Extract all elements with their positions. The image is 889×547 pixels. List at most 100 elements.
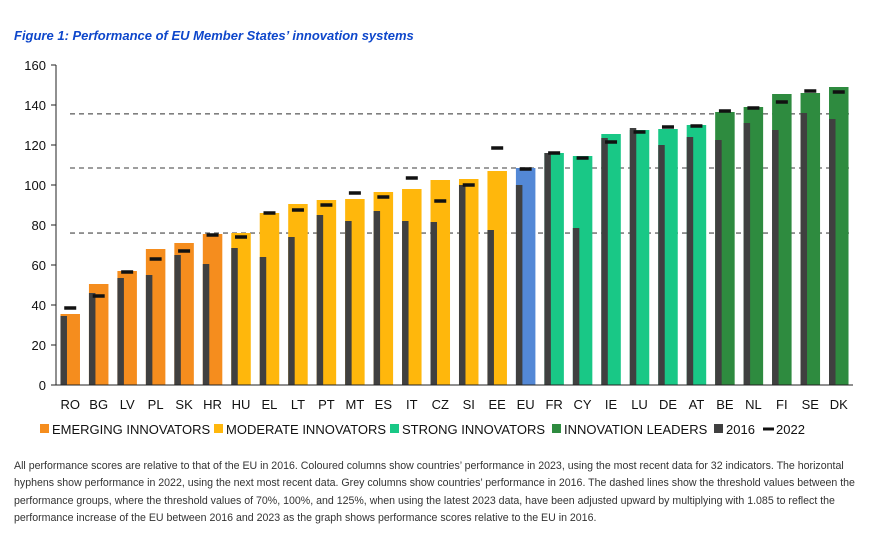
bar-2016-MT: [345, 221, 352, 385]
marker-2022-FI: [775, 100, 788, 104]
x-tick-ES: ES: [375, 397, 393, 412]
x-tick-IE: IE: [605, 397, 618, 412]
axes: RO BG LV PL SK HR HU EL LT PT MT ES IT CZ SI EE EU FR CY IE…: [24, 58, 853, 412]
x-tick-DE: DE: [659, 397, 677, 412]
x-tick-HR: HR: [203, 397, 222, 412]
bar-2016-FI: [772, 130, 779, 385]
legend-label-4: 2016: [726, 422, 755, 437]
legend-label-5: 2022: [776, 422, 805, 437]
chart-title: Figure 1: Performance of EU Member State…: [14, 28, 414, 43]
marker-2022-MT: [348, 191, 361, 195]
legend-swatch-2: [390, 424, 399, 433]
bar-2016-PL: [145, 275, 153, 385]
marker-2022-PL: [149, 257, 162, 261]
y-tick-0: 0: [39, 378, 46, 393]
marker-2022-CY: [576, 156, 589, 160]
legend-label-2: STRONG INNOVATORS: [402, 422, 545, 437]
legend-label-3: INNOVATION LEADERS: [564, 422, 708, 437]
bar-2016-IT: [402, 221, 409, 385]
bar-2016-CZ: [430, 222, 438, 385]
x-tick-DK: DK: [830, 397, 848, 412]
y-tick-20: 20: [32, 338, 46, 353]
x-tick-SI: SI: [463, 397, 475, 412]
y-tick-160: 160: [24, 58, 46, 73]
y-tick-80: 80: [32, 218, 46, 233]
marker-2022-BG: [92, 294, 105, 298]
legend-swatch-0: [40, 424, 49, 433]
x-tick-EE: EE: [489, 397, 507, 412]
x-tick-MT: MT: [345, 397, 364, 412]
x-tick-FR: FR: [545, 397, 562, 412]
x-tick-RO: RO: [60, 397, 80, 412]
legend-label-0: EMERGING INNOVATORS: [52, 422, 211, 437]
marker-2022-LT: [291, 208, 304, 212]
marker-2022-DK: [832, 90, 845, 94]
bar-2016-SI: [458, 185, 466, 385]
bar-2016-BG: [88, 293, 96, 385]
marker-2022-CZ: [434, 199, 447, 203]
bar-2016-EU: [515, 185, 523, 385]
y-tick-140: 140: [24, 98, 46, 113]
marker-2022-PT: [320, 203, 333, 207]
x-tick-PL: PL: [148, 397, 164, 412]
marker-2022-RO: [64, 306, 77, 310]
marker-2022-HU: [235, 235, 248, 239]
x-tick-BE: BE: [716, 397, 734, 412]
x-tick-EU: EU: [517, 397, 535, 412]
bar-2016-BE: [715, 140, 722, 385]
bar-2016-EL: [259, 257, 267, 385]
legend-swatch-3: [552, 424, 561, 433]
bar-2016-DK: [829, 119, 836, 385]
bar-2016-LV: [117, 278, 124, 385]
marker-2022-NL: [747, 106, 760, 110]
bar-2016-LU: [629, 128, 637, 385]
marker-2022-IT: [405, 176, 418, 180]
x-tick-FI: FI: [776, 397, 788, 412]
marker-2022-EL: [263, 211, 276, 215]
bar-2016-FR: [544, 153, 551, 385]
bar-2016-AT: [686, 137, 694, 385]
marker-2022-LV: [121, 270, 134, 274]
chart-footnote: All performance scores are relative to t…: [14, 460, 855, 524]
y-tick-100: 100: [24, 178, 46, 193]
marker-2022-FR: [548, 151, 561, 155]
marker-2022-SK: [178, 249, 191, 253]
x-tick-SE: SE: [802, 397, 820, 412]
x-tick-CY: CY: [574, 397, 592, 412]
bars: [60, 87, 849, 385]
x-tick-NL: NL: [745, 397, 762, 412]
legend-label-1: MODERATE INNOVATORS: [226, 422, 386, 437]
legend: EMERGING INNOVATORS MODERATE INNOVATORS ST…: [40, 422, 805, 437]
legend-swatch-4: [714, 424, 723, 433]
x-tick-AT: AT: [689, 397, 705, 412]
y-tick-60: 60: [32, 258, 46, 273]
bar-2016-IE: [601, 138, 608, 385]
marker-2022-EU: [519, 167, 532, 171]
x-tick-SK: SK: [175, 397, 193, 412]
marker-2022-IE: [605, 140, 618, 144]
marker-2022-HR: [206, 233, 219, 237]
marker-2022-AT: [690, 124, 703, 128]
marker-2022-EE: [491, 146, 504, 150]
y-tick-40: 40: [32, 298, 46, 313]
marker-2022-BE: [718, 109, 731, 113]
x-tick-CZ: CZ: [432, 397, 449, 412]
legend-swatch-1: [214, 424, 223, 433]
bar-2016-HR: [202, 264, 210, 385]
bar-2016-DE: [658, 145, 665, 385]
bar-2016-RO: [60, 316, 67, 385]
marker-2022-DE: [661, 125, 674, 129]
x-tick-EL: EL: [262, 397, 278, 412]
bar-2016-CY: [572, 228, 580, 385]
bar-2016-SK: [174, 255, 181, 385]
x-tick-BG: BG: [89, 397, 108, 412]
legend-dash-5: [763, 427, 774, 431]
x-tick-LT: LT: [291, 397, 305, 412]
bar-chart: RO BG LV PL SK HR HU EL LT PT MT ES IT CZ SI EE EU FR CY IE…: [24, 58, 853, 437]
x-tick-IT: IT: [406, 397, 418, 412]
bar-2016-ES: [373, 211, 381, 385]
bar-2016-HU: [231, 248, 238, 385]
x-tick-LU: LU: [631, 397, 648, 412]
x-tick-LV: LV: [120, 397, 135, 412]
bar-2016-PT: [316, 215, 324, 385]
